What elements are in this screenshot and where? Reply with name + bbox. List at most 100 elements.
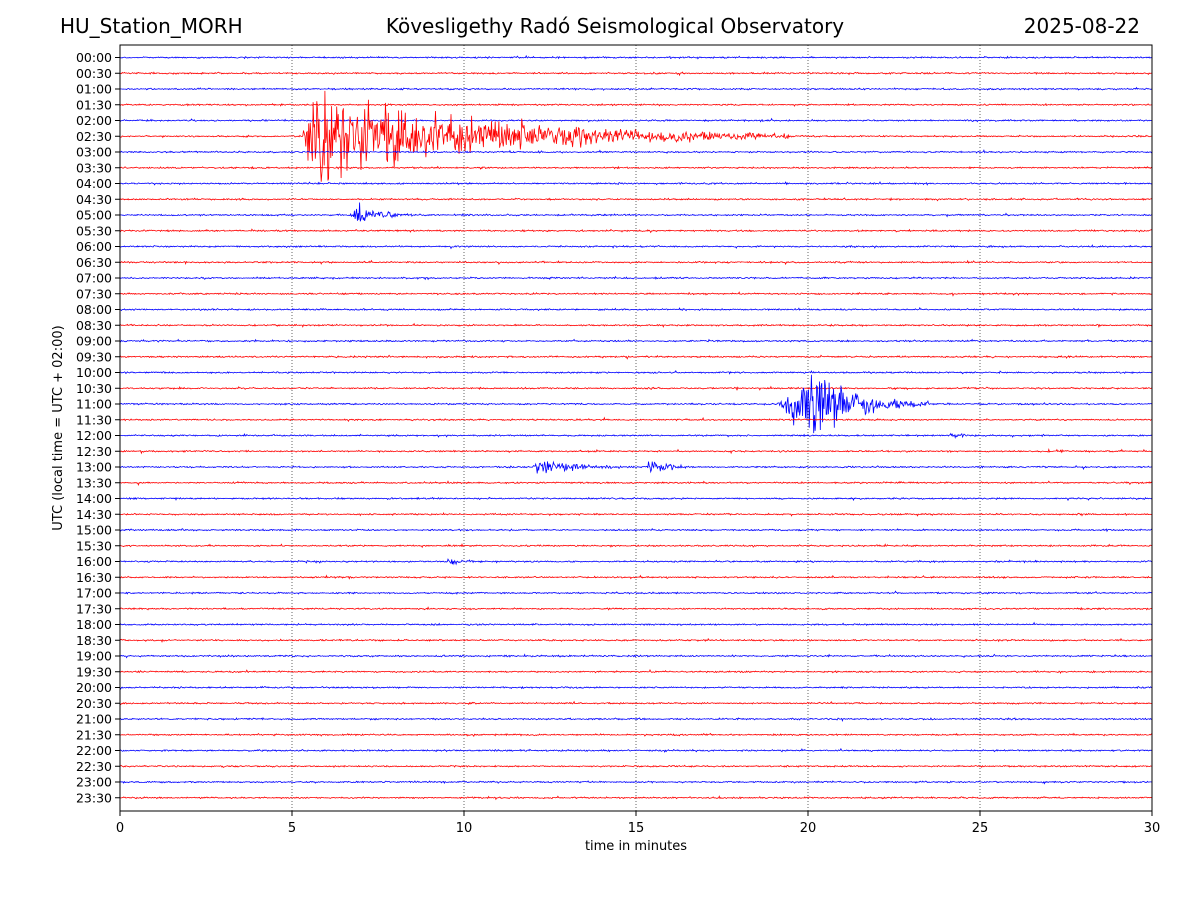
row-label: 16:30 — [76, 570, 112, 585]
row-label: 09:00 — [76, 334, 112, 349]
x-axis-ticks: 0 5 10 15 20 25 30 — [116, 811, 1160, 836]
row-label: 04:30 — [76, 192, 112, 207]
trace-row-0200 — [119, 117, 1153, 123]
row-label: 05:00 — [76, 208, 112, 223]
y-axis-label: UTC (local time = UTC + 02:00) — [51, 325, 66, 530]
trace-row-1100 — [119, 374, 1153, 434]
trace-row-0630 — [119, 259, 1153, 266]
row-label: 10:00 — [76, 365, 112, 380]
row-label: 06:00 — [76, 239, 112, 254]
row-label: 17:00 — [76, 586, 112, 601]
trace-row-1430 — [119, 512, 1153, 517]
row-label: 18:30 — [76, 633, 112, 648]
row-label: 11:00 — [76, 397, 112, 412]
row-label: 21:00 — [76, 712, 112, 727]
x-tick-label: 15 — [628, 821, 645, 836]
row-label: 02:30 — [76, 129, 112, 144]
x-tick-label: 30 — [1144, 821, 1161, 836]
trace-row-0330 — [119, 165, 1153, 170]
row-label: 20:30 — [76, 696, 112, 711]
row-label: 09:30 — [76, 349, 112, 364]
row-label: 20:00 — [76, 680, 112, 695]
row-label: 05:30 — [76, 223, 112, 238]
row-label: 08:00 — [76, 302, 112, 317]
row-label: 00:30 — [76, 66, 112, 81]
grid-layer — [291, 45, 981, 811]
traces-layer — [119, 54, 1153, 801]
x-axis-label: time in minutes — [585, 839, 687, 854]
trace-row-0100 — [119, 86, 1153, 91]
row-label: 18:00 — [76, 617, 112, 632]
row-label: 01:00 — [76, 82, 112, 97]
row-label: 23:00 — [76, 775, 112, 790]
trace-row-2330 — [119, 795, 1153, 801]
trace-row-0030 — [119, 71, 1153, 77]
trace-row-0500 — [119, 202, 1153, 222]
row-label: 17:30 — [76, 601, 112, 616]
trace-row-1530 — [119, 543, 1153, 549]
row-label: 01:30 — [76, 97, 112, 112]
row-label: 03:00 — [76, 145, 112, 160]
trace-row-1930 — [119, 669, 1153, 674]
row-label: 07:30 — [76, 286, 112, 301]
trace-row-2300 — [119, 780, 1153, 785]
row-label: 04:00 — [76, 176, 112, 191]
station-name: HU_Station_MORH — [60, 14, 243, 38]
trace-row-0900 — [119, 338, 1153, 343]
row-label: 16:00 — [76, 554, 112, 569]
trace-row-1300 — [119, 460, 1153, 474]
trace-row-1900 — [119, 653, 1153, 659]
trace-row-0600 — [119, 244, 1153, 250]
row-label: 15:30 — [76, 538, 112, 553]
trace-row-0130 — [119, 102, 1153, 107]
row-label: 13:00 — [76, 460, 112, 475]
row-label: 12:30 — [76, 444, 112, 459]
trace-row-0300 — [119, 149, 1153, 154]
trace-row-1700 — [119, 590, 1153, 595]
x-tick-label: 25 — [972, 821, 989, 836]
trace-row-2130 — [119, 732, 1153, 737]
row-label: 19:00 — [76, 649, 112, 664]
row-label: 15:00 — [76, 523, 112, 538]
trace-row-1230 — [119, 448, 1153, 455]
row-label: 02:00 — [76, 113, 112, 128]
row-label: 22:00 — [76, 743, 112, 758]
trace-row-0430 — [119, 197, 1153, 202]
x-tick-label: 20 — [800, 821, 817, 836]
trace-row-0000 — [119, 54, 1152, 60]
chart-title: Kövesligethy Radó Seismological Observat… — [385, 14, 845, 38]
trace-row-0230 — [119, 90, 1153, 182]
trace-row-2000 — [119, 685, 1153, 690]
row-label: 13:30 — [76, 475, 112, 490]
trace-row-2030 — [119, 700, 1153, 706]
x-tick-label: 5 — [288, 821, 296, 836]
trace-row-1130 — [119, 416, 1153, 422]
chart-date: 2025-08-22 — [1023, 14, 1140, 38]
trace-row-0730 — [119, 291, 1153, 297]
trace-row-1800 — [119, 621, 1153, 627]
row-labels: 00:0000:3001:0001:3002:0002:3003:0003:30… — [76, 50, 120, 805]
row-label: 21:30 — [76, 727, 112, 742]
trace-row-0700 — [119, 275, 1153, 281]
row-label: 11:30 — [76, 412, 112, 427]
trace-row-2230 — [119, 764, 1152, 768]
x-tick-label: 0 — [116, 821, 124, 836]
row-label: 23:30 — [76, 790, 112, 805]
trace-row-1730 — [119, 606, 1153, 611]
trace-row-1830 — [119, 637, 1153, 643]
row-label: 08:30 — [76, 318, 112, 333]
row-label: 19:30 — [76, 664, 112, 679]
trace-row-0400 — [119, 181, 1153, 186]
trace-row-2200 — [119, 747, 1153, 753]
trace-row-1630 — [119, 574, 1153, 580]
row-label: 22:30 — [76, 759, 112, 774]
trace-row-0530 — [119, 228, 1153, 234]
row-label: 14:30 — [76, 507, 112, 522]
trace-row-0930 — [119, 354, 1153, 360]
trace-row-1000 — [119, 370, 1153, 375]
trace-row-0800 — [119, 306, 1153, 312]
trace-row-1030 — [119, 385, 1153, 391]
row-label: 00:00 — [76, 50, 112, 65]
trace-row-1200 — [120, 432, 1153, 439]
